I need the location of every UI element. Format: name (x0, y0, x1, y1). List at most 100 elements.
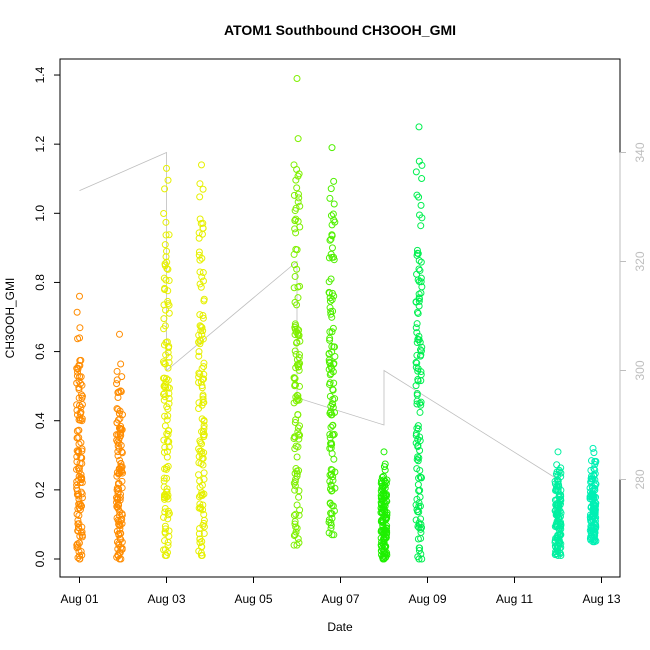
data-point (195, 530, 203, 538)
data-point (78, 528, 86, 536)
y2-tick-label: 300 (633, 360, 647, 380)
data-point (116, 430, 124, 438)
data-point (195, 348, 203, 356)
data-point (413, 329, 421, 337)
data-point (290, 479, 298, 487)
data-point (329, 368, 337, 376)
data-point (328, 328, 336, 336)
data-point (291, 478, 299, 486)
data-point (199, 269, 207, 277)
data-point (73, 364, 81, 372)
data-point (165, 438, 173, 446)
data-point (416, 399, 424, 407)
data-point (162, 384, 170, 392)
x-tick-label: Aug 13 (582, 592, 620, 606)
data-point (198, 428, 206, 436)
data-point (557, 495, 565, 503)
data-point (415, 157, 423, 165)
data-point (412, 382, 420, 390)
x-axis: Aug 01 Aug 03 Aug 05 Aug 07 Aug 09 Aug 11 Aug … (60, 576, 621, 606)
data-point (290, 284, 298, 292)
data-point (412, 439, 420, 447)
data-point (292, 204, 300, 212)
y-tick-label: 0.8 (33, 274, 47, 291)
data-point (290, 250, 298, 258)
data-point (118, 515, 126, 523)
data-point (294, 535, 302, 543)
data-point (196, 535, 204, 543)
data-point (75, 394, 83, 402)
data-point (198, 324, 206, 332)
data-point (116, 415, 124, 423)
data-point (413, 320, 421, 328)
data-point (76, 373, 84, 381)
data-point (330, 253, 338, 261)
data-point (75, 440, 83, 448)
data-point (417, 351, 425, 359)
data-point (326, 304, 334, 312)
data-point (196, 539, 204, 547)
data-point (415, 454, 423, 462)
data-point (327, 481, 335, 489)
data-point (290, 261, 298, 269)
data-point (198, 450, 206, 458)
data-point (292, 215, 300, 223)
data-point (414, 481, 422, 489)
data-point (113, 498, 121, 506)
data-point (329, 403, 337, 411)
data-point (417, 347, 425, 355)
data-point (77, 403, 85, 411)
data-point (587, 525, 595, 533)
data-point (291, 272, 299, 280)
data-point (200, 449, 208, 457)
data-point (76, 324, 84, 332)
data-point (554, 552, 562, 560)
data-point (325, 358, 333, 366)
data-point (291, 486, 299, 494)
data-point (328, 531, 336, 539)
data-point (378, 473, 386, 481)
data-point (295, 351, 303, 359)
data-point (295, 493, 303, 501)
data-point (160, 210, 168, 218)
data-point (77, 408, 85, 416)
data-point (295, 396, 303, 404)
data-point (196, 215, 204, 223)
data-point (113, 376, 121, 384)
data-point (114, 448, 122, 456)
data-point (113, 367, 121, 375)
data-point (163, 463, 171, 471)
data-point (589, 538, 597, 546)
x-tick-label: Aug 03 (147, 592, 185, 606)
data-point (326, 431, 334, 439)
data-point (326, 471, 334, 479)
data-point (165, 277, 173, 285)
data-point (163, 552, 170, 560)
data-point (327, 310, 335, 318)
data-point (198, 364, 206, 372)
data-point (413, 506, 421, 514)
data-point (325, 254, 333, 262)
data-point (163, 453, 171, 461)
data-point (163, 485, 171, 493)
data-point (200, 510, 208, 518)
data-point (161, 537, 169, 545)
data-point (295, 487, 303, 495)
data-point (162, 525, 170, 533)
data-point (162, 253, 170, 261)
data-point (326, 409, 334, 417)
data-point (554, 478, 562, 486)
data-point (293, 265, 301, 273)
x-tick-label: Aug 05 (234, 592, 272, 606)
data-point (330, 177, 338, 185)
data-point (161, 422, 169, 430)
data-point (328, 470, 336, 478)
data-point (290, 374, 298, 382)
data-point (200, 529, 208, 537)
y-tick-label: 1.4 (33, 66, 47, 83)
data-point (75, 548, 83, 556)
data-point (416, 493, 424, 501)
data-point (196, 322, 204, 330)
data-point (417, 274, 425, 282)
data-point (330, 200, 338, 208)
